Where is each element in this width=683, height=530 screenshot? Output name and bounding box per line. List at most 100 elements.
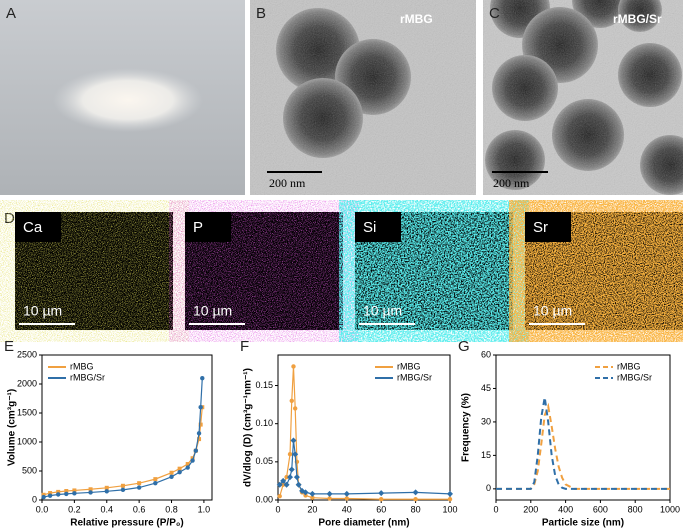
panel-label: B <box>256 5 266 22</box>
y-tick-label: 45 <box>481 383 491 393</box>
grain <box>483 0 683 195</box>
marker <box>41 492 46 497</box>
marker <box>280 477 287 484</box>
y-tick-label: 500 <box>22 465 37 475</box>
series-line <box>279 366 450 500</box>
marker <box>198 405 203 410</box>
marker <box>289 398 294 403</box>
marker <box>447 497 453 502</box>
marker <box>120 487 126 493</box>
y-axis-label: Frequency (%) <box>461 393 472 462</box>
scale-text: 200 nm <box>269 176 306 190</box>
marker <box>309 490 316 497</box>
y-tick-label: 0 <box>32 494 37 504</box>
legend-label: rMBG/Sr <box>397 372 432 382</box>
marker <box>169 474 174 479</box>
label-box <box>15 212 61 242</box>
eds-maps: Ca 10 µm P 10 µm Si 10 µm Sr 10 µm <box>15 212 683 330</box>
marker <box>447 490 453 497</box>
marker <box>292 451 299 458</box>
label-box <box>525 212 571 242</box>
marker <box>198 422 203 427</box>
marker <box>290 437 297 444</box>
caption: rMBG/Sr <box>613 12 662 26</box>
marker <box>72 491 77 496</box>
marker <box>48 491 53 496</box>
y-tick-label: 0.00 <box>255 494 273 504</box>
marker <box>276 481 283 488</box>
marker <box>310 495 315 500</box>
charts: E0.0 0.2 0.4 0.6 0.8 1.005001000150020002500R… <box>4 338 680 529</box>
marker <box>41 494 46 500</box>
y-tick-label: 2000 <box>17 378 37 388</box>
x-tick-label: 20 <box>307 504 317 514</box>
x-tick-label: 1000 <box>660 504 680 514</box>
marker <box>287 452 293 457</box>
x-axis-label: Particle size (nm) <box>542 518 624 529</box>
marker <box>185 465 190 470</box>
legend-label: rMBG <box>70 361 94 371</box>
plot-frame <box>41 354 213 501</box>
scale-text: 200 nm <box>493 176 530 190</box>
y-tick-label: 0.15 <box>255 380 273 390</box>
y-axis-label: Volume (cm³g⁻¹) <box>7 389 18 466</box>
y-tick-label: 0 <box>486 483 491 493</box>
marker <box>291 364 296 369</box>
marker <box>344 496 349 501</box>
scale-text: 10 µm <box>533 303 572 319</box>
marker <box>378 490 385 497</box>
x-tick-label: 400 <box>558 504 573 514</box>
powder <box>53 68 203 132</box>
y-tick-label: 1500 <box>17 407 37 417</box>
marker <box>47 493 53 498</box>
series-line <box>279 440 451 495</box>
y-axis-label: dV/dlog (D) (cm³g⁻¹nm⁻¹) <box>243 368 254 487</box>
x-tick-label: 200 <box>523 504 538 514</box>
label-box <box>185 212 231 242</box>
y-tick-label: 2500 <box>17 349 37 359</box>
grain <box>250 0 476 195</box>
x-tick-label: 600 <box>593 504 608 514</box>
x-tick-label: 60 <box>376 504 386 514</box>
x-tick-label: 0.6 <box>133 504 146 514</box>
marker <box>185 462 190 467</box>
marker <box>64 491 69 497</box>
legend-label: rMBG <box>617 361 641 371</box>
scale-text: 10 µm <box>193 303 232 319</box>
panel-label: A <box>6 5 16 22</box>
legend-label: rMBG/Sr <box>617 372 652 382</box>
marker <box>412 489 419 496</box>
element-label: P <box>193 219 203 236</box>
marker <box>197 437 202 442</box>
marker <box>190 456 195 461</box>
marker <box>56 489 61 494</box>
scale-text: 10 µm <box>23 303 62 319</box>
x-tick-label: 0 <box>493 504 498 514</box>
series-line <box>43 378 203 498</box>
marker <box>295 481 302 488</box>
marker <box>193 448 199 453</box>
y-tick-label: 15 <box>481 450 491 460</box>
marker <box>379 497 384 502</box>
marker <box>283 481 290 488</box>
panel-label: D <box>4 210 15 227</box>
x-tick-label: 0.2 <box>68 504 81 514</box>
label-box <box>355 212 401 242</box>
marker <box>413 497 418 502</box>
marker <box>327 496 332 501</box>
marker <box>55 492 61 497</box>
marker <box>137 481 142 486</box>
y-tick-label: 0.10 <box>255 418 273 428</box>
x-axis-label: Relative pressure (P/P₀) <box>70 518 183 529</box>
y-tick-label: 1000 <box>17 436 37 446</box>
x-tick-label: 1.0 <box>198 504 211 514</box>
marker <box>343 490 350 497</box>
plot-frame <box>277 354 451 501</box>
marker <box>302 489 309 496</box>
marker <box>326 490 333 497</box>
marker <box>277 493 282 499</box>
plot-frame <box>495 354 671 501</box>
marker <box>303 493 308 498</box>
series-line <box>496 402 670 490</box>
marker <box>169 470 174 475</box>
